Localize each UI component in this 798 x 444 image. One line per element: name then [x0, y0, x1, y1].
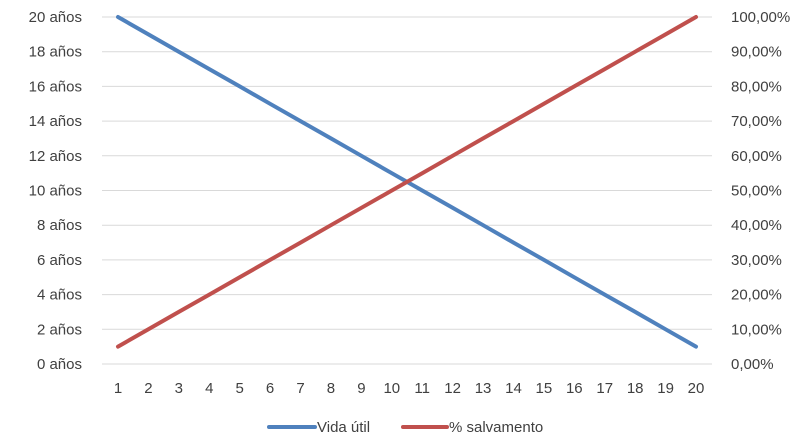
axes: 0 años 2 años 4 años 6 años 8 años 10 años 12 … [29, 9, 791, 397]
y-left-tick-label: 2 años [37, 321, 82, 338]
y-right-tick-label: 50,00% [731, 183, 782, 200]
y-left-tick-label: 20 años [29, 9, 82, 26]
y-right-tick-label: 20,00% [731, 287, 782, 304]
y-right-tick-label: 70,00% [731, 113, 782, 130]
x-tick-label: 11 [414, 380, 430, 397]
series-lines [116, 15, 698, 349]
gridlines [102, 16, 712, 365]
y-right-tick-label: 30,00% [731, 252, 782, 269]
y-left-tick-label: 0 años [37, 356, 82, 373]
y-right-tick-label: 40,00% [731, 217, 782, 234]
legend: Vida útil % salvamento [267, 419, 543, 436]
y-left-tick-label: 12 años [29, 148, 82, 165]
y-left-tick-label: 16 años [29, 78, 82, 95]
x-tick-label: 6 [266, 380, 274, 397]
x-tick-label: 2 [144, 380, 152, 397]
x-tick-label: 17 [596, 380, 613, 397]
x-tick-label: 9 [357, 380, 365, 397]
x-tick-label: 7 [296, 380, 304, 397]
x-tick-label: 20 [688, 380, 705, 397]
y-left-tick-label: 6 años [37, 252, 82, 269]
legend-label: % salvamento [449, 419, 543, 436]
x-tick-label: 10 [383, 380, 400, 397]
y-right-tick-label: 100,00% [731, 9, 790, 26]
x-tick-label: 8 [327, 380, 335, 397]
y-left-tick-label: 8 años [37, 217, 82, 234]
x-tick-label: 16 [566, 380, 583, 397]
y-right-tick-label: 60,00% [731, 148, 782, 165]
y-left-tick-label: 10 años [29, 183, 82, 200]
x-tick-label: 15 [536, 380, 553, 397]
y-right-tick-label: 80,00% [731, 78, 782, 95]
series-line [116, 15, 698, 349]
x-tick-label: 4 [205, 380, 213, 397]
legend-label: Vida útil [317, 419, 370, 436]
y-right-tick-label: 90,00% [731, 44, 782, 61]
y-left-tick-label: 14 años [29, 113, 82, 130]
y-right-tick-label: 10,00% [731, 321, 782, 338]
y-left-tick-label: 4 años [37, 287, 82, 304]
x-tick-label: 3 [175, 380, 183, 397]
y-right-tick-label: 0,00% [731, 356, 774, 373]
y-left-tick-label: 18 años [29, 44, 82, 61]
x-tick-label: 5 [236, 380, 244, 397]
x-tick-label: 18 [627, 380, 644, 397]
x-tick-label: 19 [657, 380, 674, 397]
x-tick-label: 14 [505, 380, 522, 397]
x-tick-label: 1 [114, 380, 122, 397]
x-tick-label: 12 [444, 380, 461, 397]
x-tick-label: 13 [475, 380, 492, 397]
